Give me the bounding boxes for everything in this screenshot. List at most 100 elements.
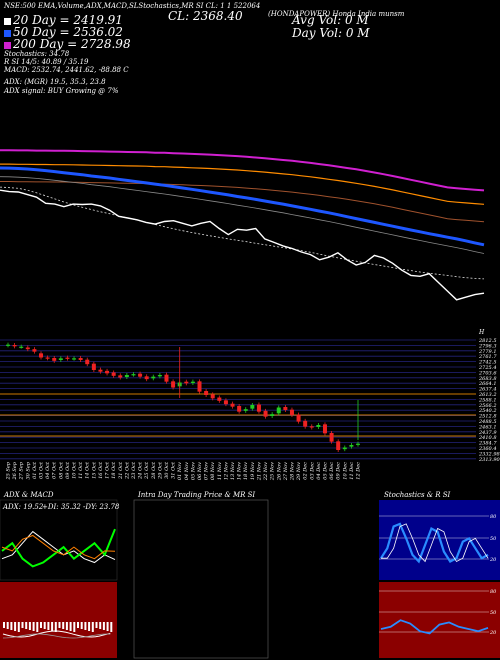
candle-body (230, 403, 235, 407)
macd-histogram-bar (84, 622, 87, 630)
ema200-swatch (4, 42, 11, 49)
macd-readout: MACD: 2532.74, 2441.62, -88.88 C (4, 66, 129, 74)
price-tick-label: 2796.3 (478, 343, 497, 349)
macd-histogram-bar (3, 622, 5, 628)
company-name: (HONDAPOWER) Honda India munsm (268, 10, 405, 18)
adx-panel (0, 499, 118, 581)
price-tick-label: 2566.2 (478, 403, 497, 409)
stoch-tick-label: 20 (489, 557, 497, 563)
date-label: 10 Oct (72, 461, 78, 479)
price-axis-header: H (478, 329, 485, 336)
candle-body (144, 376, 149, 380)
candle-body (32, 349, 37, 352)
rsi-tick-label: 80 (490, 589, 497, 595)
date-label: 04 Nov (184, 462, 190, 480)
macd-histogram-bar (32, 622, 35, 631)
day-volume: Day Vol: 0 M (292, 26, 370, 40)
candle-body (184, 381, 189, 384)
stochastics-signal-line (381, 523, 489, 563)
orange-band-lower (0, 181, 485, 223)
date-label: 25 Oct (144, 461, 150, 480)
ema50-label: 50 Day = 2536.02 (4, 26, 123, 39)
date-label: 25 Nov (270, 462, 276, 481)
candle-body (309, 426, 314, 428)
candle-body (250, 405, 255, 409)
date-label: 04 Oct (45, 461, 51, 479)
date-label: 26 Sep (12, 461, 18, 480)
candle-body (98, 369, 103, 372)
candle-body (342, 447, 347, 450)
date-label: 12 Nov (223, 462, 229, 480)
date-label: 24 Oct (138, 461, 144, 480)
rsi-panel (379, 582, 500, 658)
date-label: 27 Sep (19, 461, 25, 480)
price-tick-label: 2742.5 (478, 360, 497, 366)
date-label: 11 Nov (217, 462, 223, 480)
date-label: 27 Nov (283, 462, 289, 481)
date-label: 22 Oct (124, 461, 130, 480)
macd-histogram-bar (21, 622, 24, 628)
close-line (0, 189, 485, 301)
date-label: 14 Nov (237, 462, 243, 480)
macd-signal-line (2, 633, 111, 639)
candle-body (356, 443, 360, 445)
ema200-label: 200 Day = 2728.98 (4, 38, 131, 51)
macd-histogram-bar (6, 622, 9, 629)
date-label: 31 Oct (171, 461, 177, 479)
close-price: CL: 2368.40 (168, 9, 243, 23)
date-label: 29 Nov (296, 462, 302, 481)
macd-histogram-bar (80, 622, 83, 629)
candle-body (151, 376, 156, 379)
price-tick-label: 2437.9 (478, 430, 497, 436)
date-label: 13 Nov (230, 462, 236, 480)
candle-body (296, 414, 301, 422)
macd-histogram-bar (99, 622, 102, 629)
candle-body (58, 358, 63, 360)
candle-body (164, 374, 169, 382)
candle-body (243, 409, 248, 411)
macd-line (2, 630, 111, 638)
rsi-line (380, 619, 489, 635)
price-tick-label: 2313.90 (478, 457, 500, 463)
date-label: 16 Oct (98, 461, 104, 479)
stochastics-line (380, 522, 489, 564)
date-label: 06 Dec (329, 462, 335, 480)
candle-body (256, 404, 261, 412)
price-tick-label: 2588.1 (478, 397, 497, 403)
intraday-panel (133, 499, 269, 659)
price-tick-label: 2488.5 (478, 419, 497, 425)
macd-histogram-bar (110, 622, 113, 632)
candle-body (322, 424, 327, 434)
candle-body (52, 358, 57, 361)
macd-histogram-bar (47, 622, 50, 630)
macd-histogram-bar (73, 622, 76, 632)
date-label: 25 Sep (6, 461, 12, 480)
date-label: 02 Dec (303, 462, 309, 480)
date-label: 18 Oct (111, 461, 117, 479)
candle-body (316, 425, 321, 427)
date-label: 03 Oct (39, 461, 45, 479)
date-label: 22 Nov (263, 462, 269, 481)
date-label: 07 Nov (204, 462, 210, 480)
macd-histogram-bar (62, 622, 65, 629)
candle-body (138, 373, 143, 377)
date-label: 23 Oct (131, 461, 137, 480)
price-tick-label: 2779.1 (478, 349, 497, 355)
candle-body (270, 414, 275, 416)
candle-body (204, 391, 209, 395)
date-label: 08 Oct (58, 461, 64, 479)
date-label: 04 Dec (316, 462, 322, 480)
date-label: 15 Oct (91, 461, 97, 479)
candle-body (303, 420, 308, 427)
candle-body (85, 359, 90, 365)
price-tick-label: 2703.6 (478, 370, 497, 376)
date-label: 26 Nov (276, 462, 282, 481)
candle-body (111, 372, 116, 376)
macd-histogram-bar (17, 622, 20, 632)
adx-value: ADX: 19.52 (2, 503, 44, 511)
candle-body (124, 375, 129, 377)
price-tick-label: 2637.4 (478, 387, 497, 393)
candle-body (276, 407, 281, 414)
candle-body (12, 345, 17, 347)
